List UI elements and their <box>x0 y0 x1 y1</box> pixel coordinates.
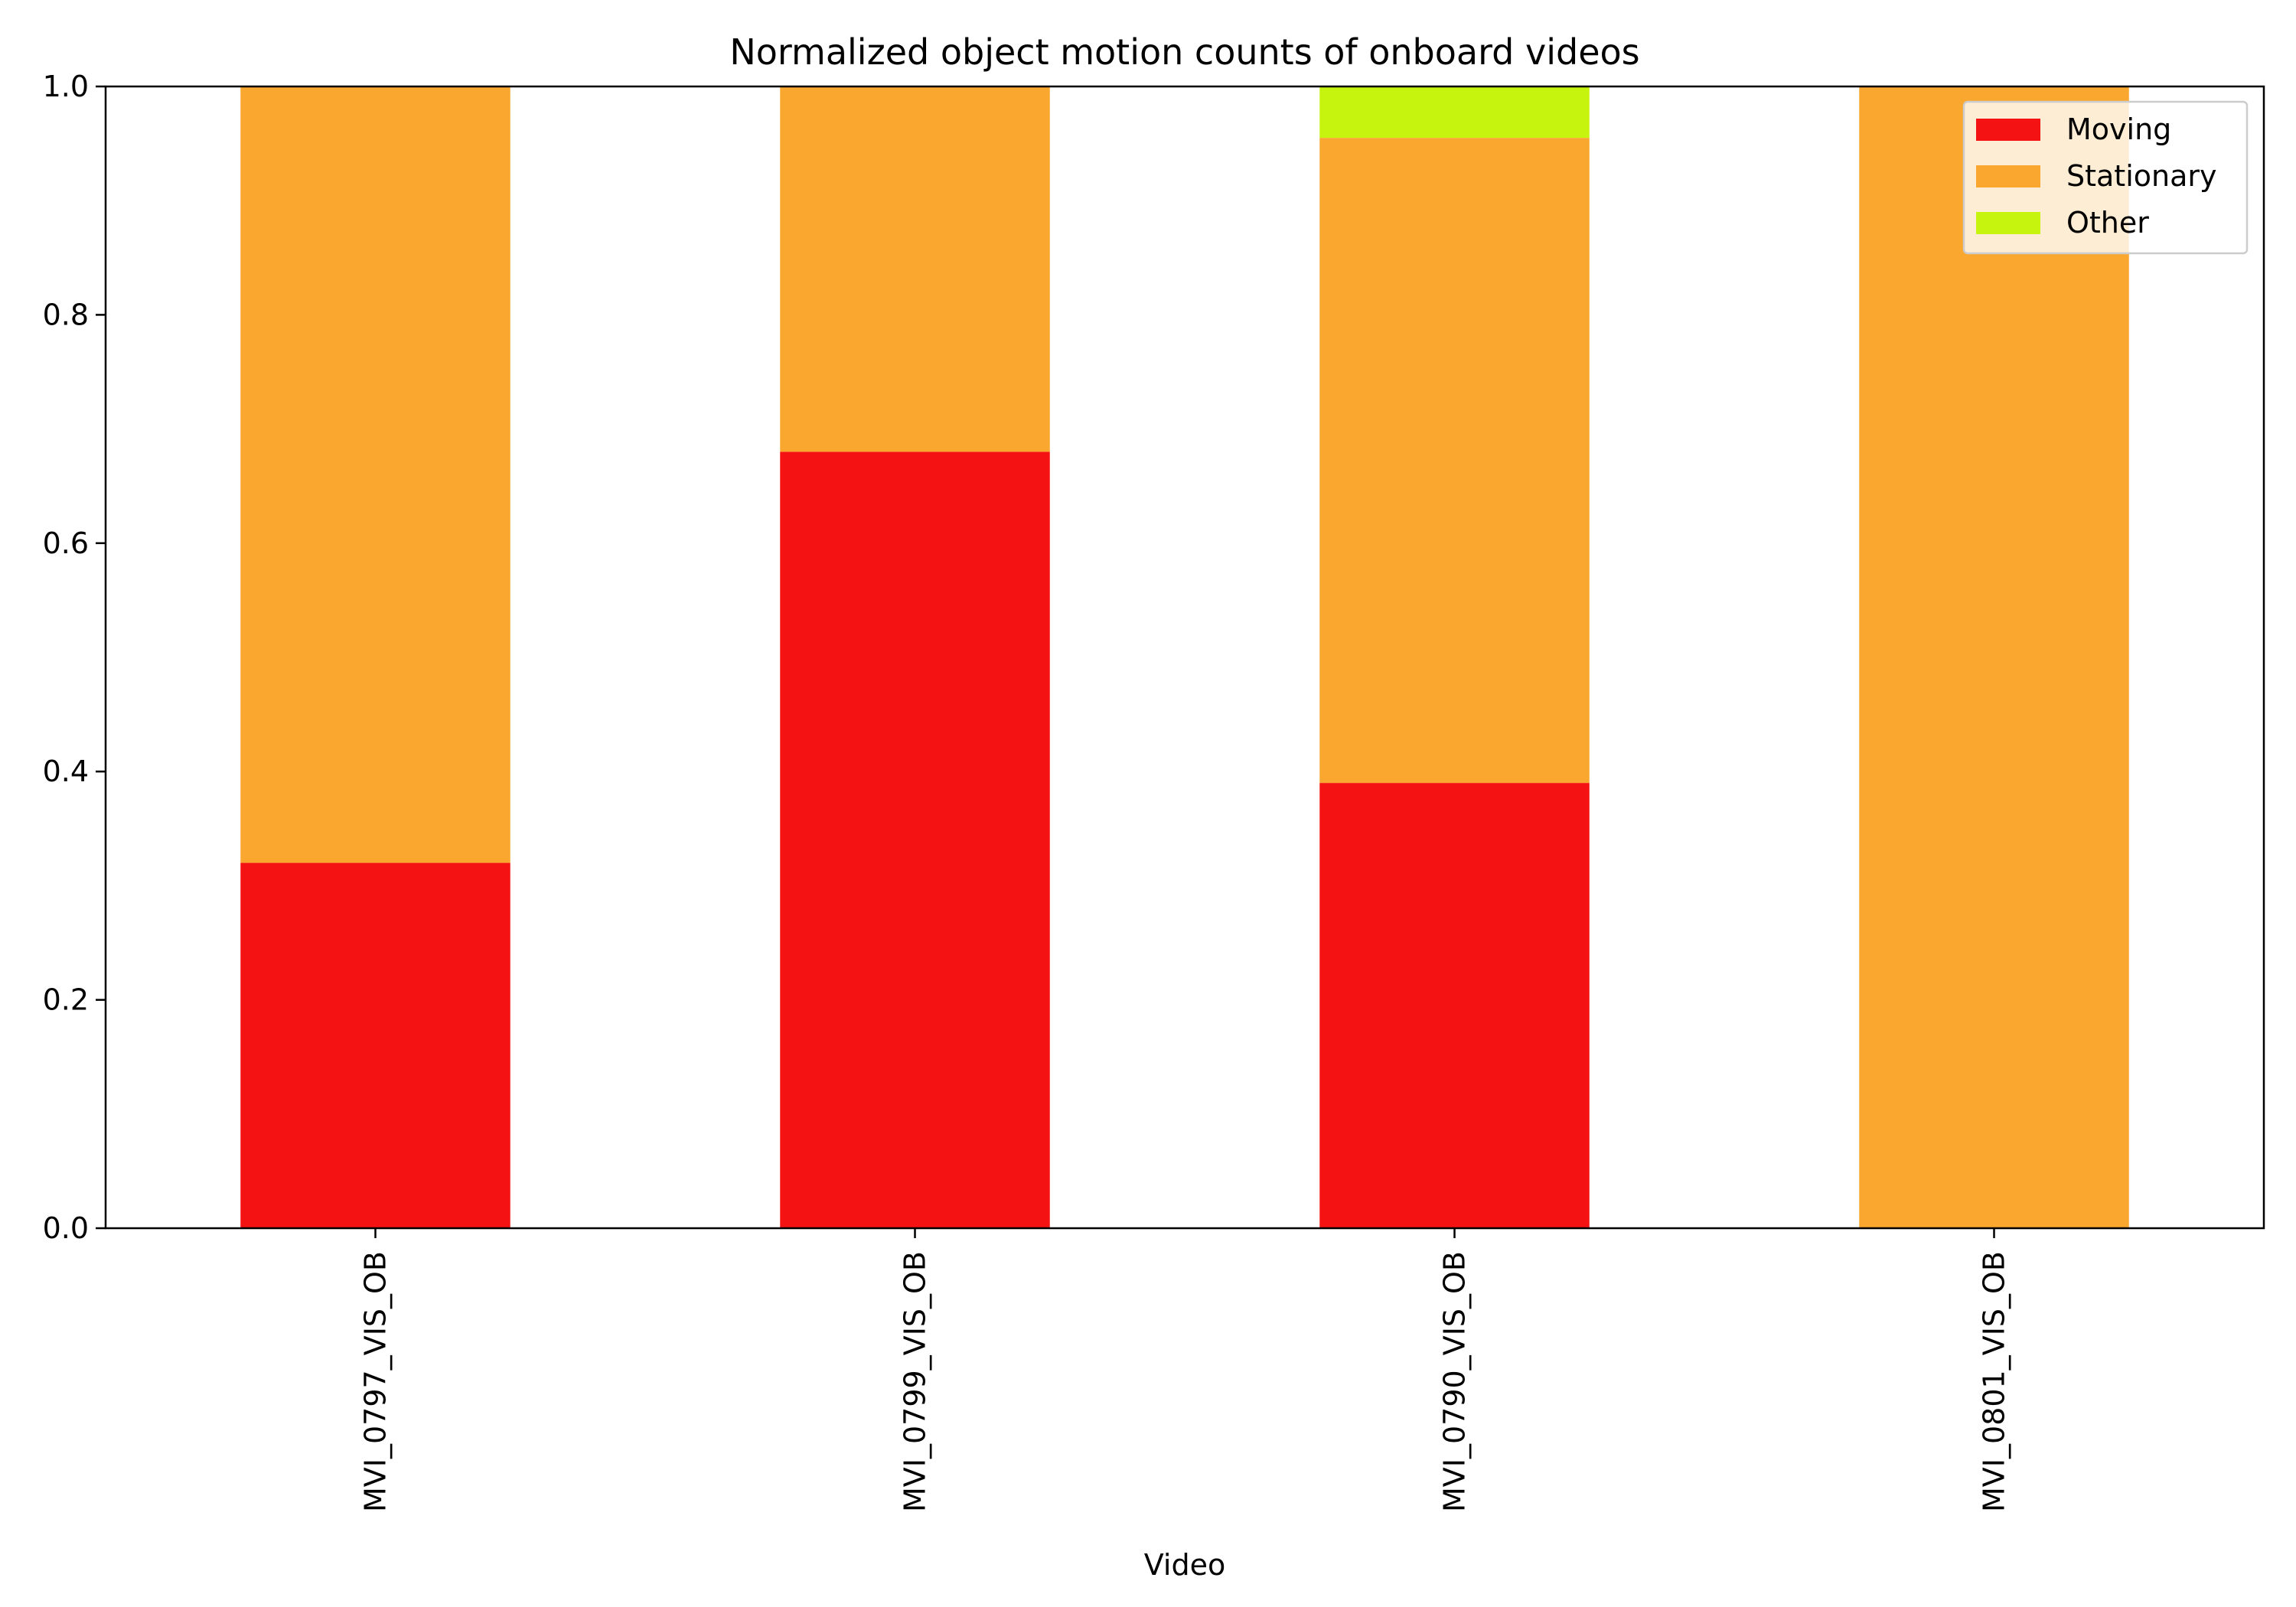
bars-layer <box>240 86 2129 1228</box>
bar-segment-stationary <box>1319 138 1590 784</box>
bar-segment-stationary <box>780 86 1050 452</box>
x-tick-label: MVI_0797_VIS_OB <box>359 1251 393 1512</box>
bar-segment-moving <box>780 451 1050 1228</box>
y-axis: 0.0 0.2 0.4 0.6 0.8 1.0 <box>43 70 106 1245</box>
x-axis: MVI_0797_VIS_OB MVI_0799_VIS_OB MVI_0790_V… <box>359 1228 2011 1512</box>
plot-frame <box>104 85 2265 1230</box>
legend-label-stationary: Stationary <box>2066 159 2217 193</box>
x-axis-title: Video <box>1144 1548 1225 1582</box>
bar-segment-stationary <box>240 86 510 863</box>
x-tick-label: MVI_0790_VIS_OB <box>1438 1251 1472 1512</box>
y-tick-label: 0.6 <box>43 526 89 560</box>
y-tick-label: 1.0 <box>43 70 89 103</box>
bar-segment-moving <box>240 862 510 1228</box>
y-tick-label: 0.2 <box>43 983 89 1017</box>
y-tick-label: 0.0 <box>43 1211 89 1245</box>
legend-label-other: Other <box>2066 206 2149 240</box>
legend-label-moving: Moving <box>2066 112 2171 146</box>
legend[interactable]: Moving Stationary Other <box>1962 100 2249 255</box>
x-tick-label: MVI_0799_VIS_OB <box>899 1251 932 1512</box>
bar-segment-stationary <box>1859 86 2129 1228</box>
y-tick-label: 0.8 <box>43 298 89 331</box>
legend-swatch-stationary <box>1976 165 2040 187</box>
bar-segment-other <box>1319 86 1590 139</box>
chart-title: Normalized object motion counts of onboa… <box>729 31 1639 73</box>
x-tick-label: MVI_0801_VIS_OB <box>1978 1251 2011 1512</box>
y-tick-label: 0.4 <box>43 755 89 788</box>
bar-segment-moving <box>1319 783 1590 1228</box>
legend-swatch-moving <box>1976 119 2040 141</box>
legend-swatch-other <box>1976 212 2040 234</box>
